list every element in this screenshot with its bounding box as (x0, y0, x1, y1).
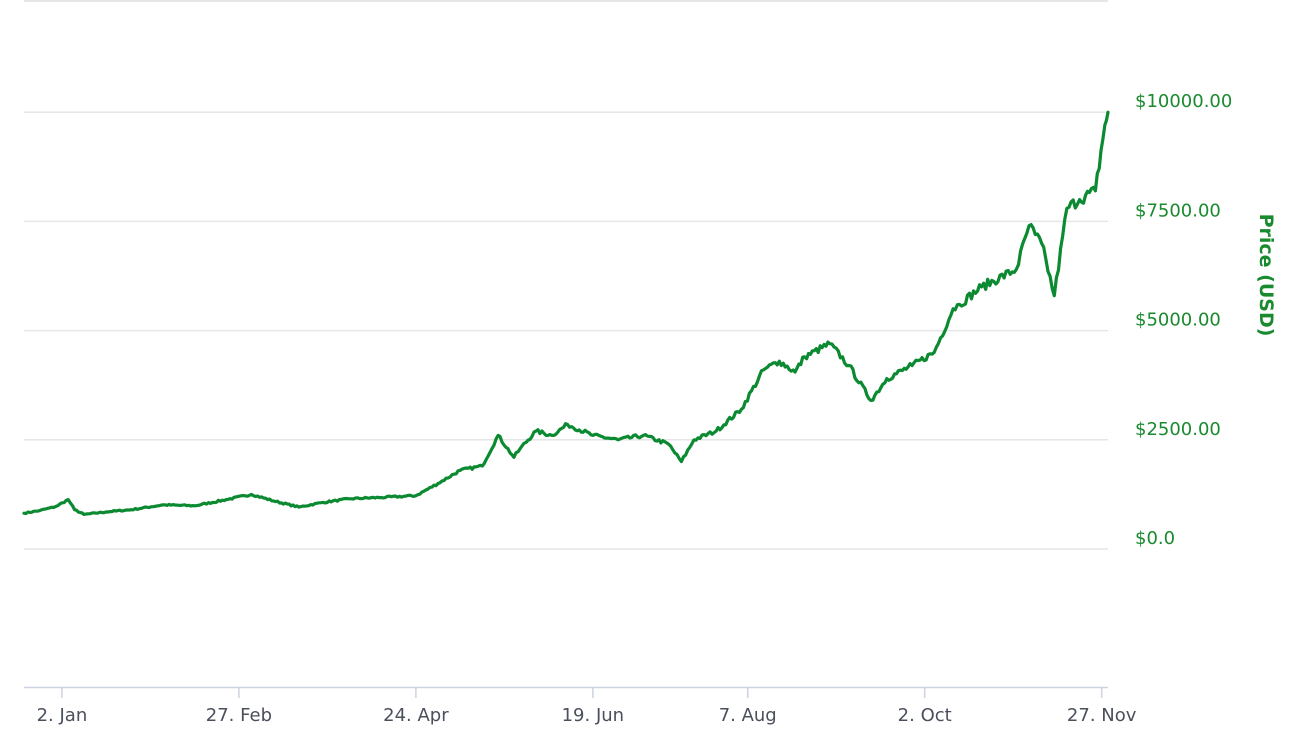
y-tick-label: $7500.00 (1135, 200, 1221, 221)
x-tick-label: 7. Aug (719, 705, 777, 726)
x-tick-label: 2. Oct (898, 705, 952, 726)
x-tick-label: 27. Feb (206, 705, 272, 726)
x-tick-label: 27. Nov (1067, 705, 1137, 726)
y-tick-label: $5000.00 (1135, 310, 1221, 331)
y-tick-labels: $0.0 $2500.00 $5000.00 $7500.00 $10000.00 (1135, 91, 1232, 549)
y-axis-label: Price (USD) (1255, 214, 1277, 337)
x-tick-label: 19. Jun (562, 705, 624, 726)
y-tick-label: $2500.00 (1135, 419, 1221, 440)
y-gridlines (24, 111, 1108, 550)
y-tick-label: $0.0 (1135, 528, 1175, 549)
price-series-line (22, 110, 1110, 517)
x-ticks: 2. Jan 27. Feb 24. Apr 19. Jun 7. Aug 2. Oct 2… (37, 688, 1137, 726)
y-tick-label: $10000.00 (1135, 91, 1232, 112)
x-tick-label: 2. Jan (37, 705, 88, 726)
x-tick-label: 24. Apr (383, 705, 449, 726)
